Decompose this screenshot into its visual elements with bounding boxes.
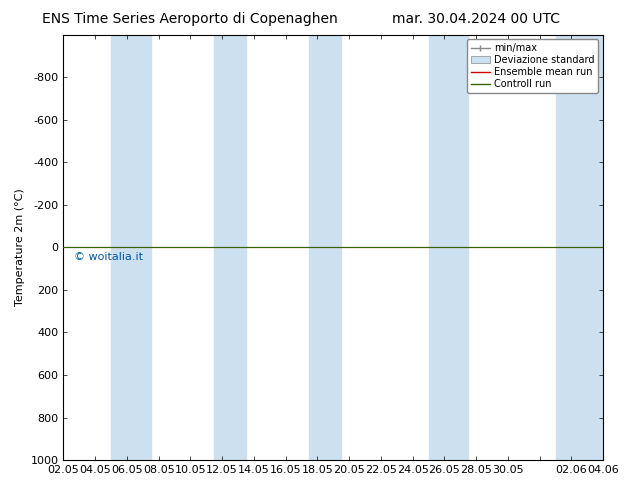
Bar (309, 35, 341, 460)
Bar (555, 35, 603, 460)
Text: ENS Time Series Aeroporto di Copenaghen: ENS Time Series Aeroporto di Copenaghen (42, 12, 338, 26)
Bar (214, 35, 246, 460)
Bar (111, 35, 151, 460)
Text: mar. 30.04.2024 00 UTC: mar. 30.04.2024 00 UTC (392, 12, 559, 26)
Bar (429, 35, 468, 460)
Text: © woitalia.it: © woitalia.it (74, 252, 143, 262)
Y-axis label: Temperature 2m (°C): Temperature 2m (°C) (15, 189, 25, 306)
Legend: min/max, Deviazione standard, Ensemble mean run, Controll run: min/max, Deviazione standard, Ensemble m… (467, 40, 598, 93)
